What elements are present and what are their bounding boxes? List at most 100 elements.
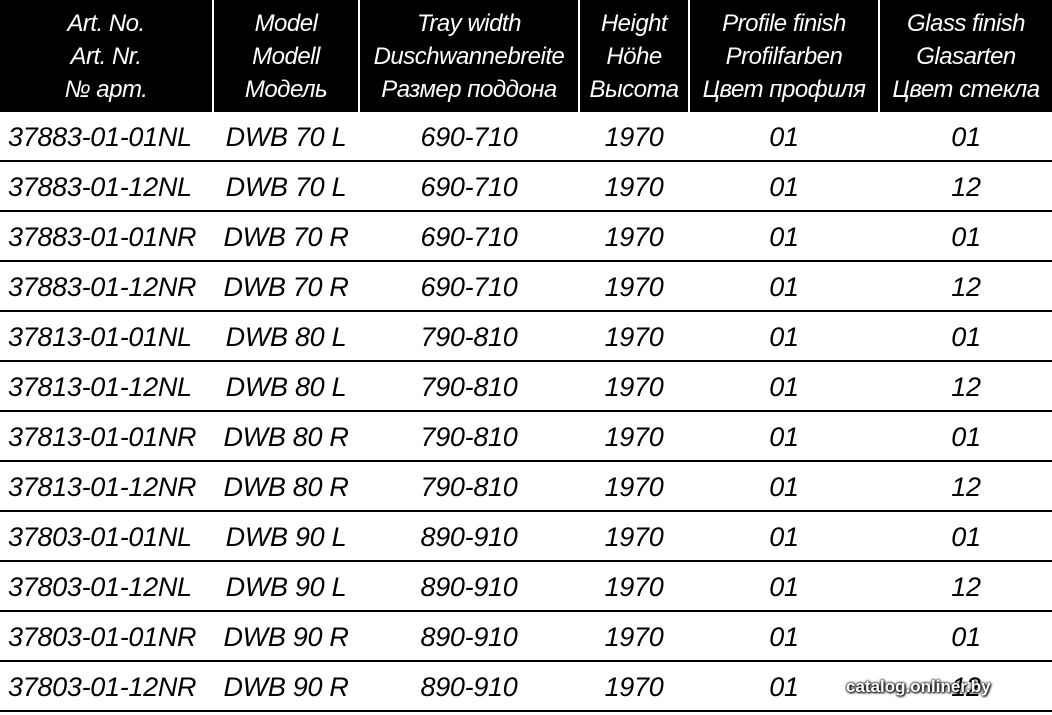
table-cell: 12 [951, 572, 981, 602]
table-cell: 01 [951, 322, 981, 352]
table-cell: 37813-01-01NR [8, 422, 197, 452]
header-cell: Model Modell Модель [214, 0, 358, 112]
header-line: Height [600, 9, 668, 37]
table-cell: 1970 [604, 172, 664, 202]
table-cell: 37883-01-01NL [8, 122, 192, 152]
table-cell: 37803-01-01NL [8, 522, 192, 552]
table-cell: 01 [769, 522, 799, 552]
table-cell: 790-810 [420, 472, 518, 502]
table-cell: 37813-01-12NL [8, 372, 192, 402]
header-line: Profilfarben [725, 42, 843, 70]
header-line: Duschwannebreite [373, 42, 565, 70]
table-row: 37883-01-12NL DWB 70 L 690-710 1970 01 12 [0, 162, 1052, 212]
table-cell: DWB 80 L [225, 322, 347, 352]
table-cell: 790-810 [420, 422, 518, 452]
table-cell: 1970 [604, 122, 664, 152]
table-cell: 1970 [604, 672, 664, 702]
table-cell: 890-910 [420, 672, 518, 702]
table-cell: 01 [769, 472, 799, 502]
header-line: Tray width [417, 9, 521, 37]
header-line: Высота [589, 75, 679, 103]
table-cell: DWB 70 R [223, 222, 349, 252]
table-row: 37883-01-12NR DWB 70 R 690-710 1970 01 12 [0, 262, 1052, 312]
table-cell: 01 [951, 622, 981, 652]
table-cell: 37813-01-12NR [8, 472, 197, 502]
table-cell: DWB 70 R [223, 272, 349, 302]
table-cell: 01 [769, 572, 799, 602]
table-cell: 37883-01-12NR [8, 272, 197, 302]
table-cell: 37883-01-12NL [8, 172, 192, 202]
header-line: Art. Nr. [70, 42, 142, 70]
table-cell: 12 [951, 272, 981, 302]
table-cell: DWB 80 R [223, 472, 349, 502]
header-line: Modell [252, 42, 320, 70]
table-cell: DWB 90 R [223, 672, 349, 702]
table-cell: 01 [769, 222, 799, 252]
header-cell: Glass finish Glasarten Цвет стекла [880, 0, 1052, 112]
table-cell: 01 [951, 222, 981, 252]
table-cell: 690-710 [420, 222, 518, 252]
table-row: 37803-01-01NL DWB 90 L 890-910 1970 01 01 [0, 512, 1052, 562]
table-row: 37803-01-12NL DWB 90 L 890-910 1970 01 12 [0, 562, 1052, 612]
header-cell: Profile finish Profilfarben Цвет профиля [690, 0, 878, 112]
table-cell: 12 [951, 472, 981, 502]
table-cell: 1970 [604, 522, 664, 552]
header-line: № арт. [64, 75, 148, 103]
table-row: 37813-01-01NL DWB 80 L 790-810 1970 01 01 [0, 312, 1052, 362]
table-cell: 690-710 [420, 122, 518, 152]
table-cell: 37813-01-01NL [8, 322, 192, 352]
watermark: catalog.onliner.by [846, 677, 991, 696]
table-cell: 890-910 [420, 522, 518, 552]
table-cell: DWB 70 L [225, 172, 347, 202]
table-cell: DWB 80 L [225, 372, 347, 402]
header-cell: Tray width Duschwannebreite Размер поддона [360, 0, 578, 112]
table-cell: 890-910 [420, 572, 518, 602]
table-cell: 37803-01-12NR [8, 672, 197, 702]
table-cell: DWB 90 L [225, 522, 347, 552]
table-cell: 1970 [604, 372, 664, 402]
header-line: Модель [244, 75, 328, 103]
table-cell: 37883-01-01NR [8, 222, 197, 252]
table-row: 37813-01-01NR DWB 80 R 790-810 1970 01 01 [0, 412, 1052, 462]
table-cell: 1970 [604, 572, 664, 602]
table-cell: DWB 90 L [225, 572, 347, 602]
table-cell: 1970 [604, 222, 664, 252]
table-cell: 01 [769, 622, 799, 652]
table-cell: 690-710 [420, 272, 518, 302]
header-line: Höhe [606, 42, 662, 70]
header-line: Model [254, 9, 318, 37]
table-cell: 1970 [604, 622, 664, 652]
header-line: Цвет профиля [702, 75, 866, 103]
table-cell: DWB 90 R [223, 622, 349, 652]
table-cell: DWB 70 L [225, 122, 347, 152]
table-cell: 01 [951, 122, 981, 152]
table-cell: 01 [769, 272, 799, 302]
table-cell: 01 [769, 422, 799, 452]
table-cell: 12 [951, 172, 981, 202]
table-cell: 790-810 [420, 372, 518, 402]
table-cell: DWB 80 R [223, 422, 349, 452]
table-cell: 690-710 [420, 172, 518, 202]
table-cell: 37803-01-01NR [8, 622, 197, 652]
table-cell: 890-910 [420, 622, 518, 652]
table-cell: 1970 [604, 322, 664, 352]
table-cell: 01 [769, 672, 799, 702]
table-cell: 1970 [604, 272, 664, 302]
table-cell: 01 [769, 372, 799, 402]
header-cell: Height Höhe Высота [580, 0, 688, 112]
table-row: 37813-01-12NR DWB 80 R 790-810 1970 01 12 [0, 462, 1052, 512]
table-cell: 01 [951, 422, 981, 452]
header-line: Glasarten [916, 42, 1016, 70]
table-cell: 01 [769, 172, 799, 202]
table-cell: 790-810 [420, 322, 518, 352]
table-cell: 12 [951, 372, 981, 402]
table-row: 37803-01-12NR DWB 90 R 890-910 1970 01 12 [0, 662, 1052, 712]
table-row: 37883-01-01NL DWB 70 L 690-710 1970 01 01 [0, 112, 1052, 162]
table-cell: 01 [769, 322, 799, 352]
table-row: 37803-01-01NR DWB 90 R 890-910 1970 01 01 [0, 612, 1052, 662]
header-line: Glass finish [906, 9, 1026, 37]
table-cell: 1970 [604, 472, 664, 502]
table-row: 37813-01-12NL DWB 80 L 790-810 1970 01 12 [0, 362, 1052, 412]
table-cell: 01 [951, 522, 981, 552]
